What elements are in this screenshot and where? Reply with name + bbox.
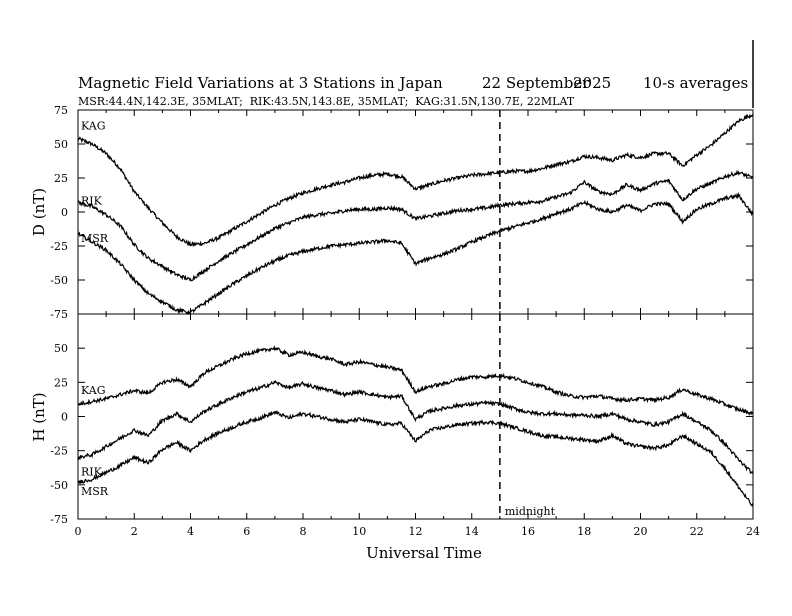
- x-tick-label: 2: [131, 525, 138, 538]
- y-tick-label: -50: [50, 479, 68, 492]
- series-line-d-kag: [77, 113, 754, 248]
- series-line-d-rik: [77, 169, 754, 282]
- x-tick-label: 20: [634, 525, 648, 538]
- y-tick-label: 25: [54, 172, 68, 185]
- x-axis-label: Universal Time: [366, 544, 482, 562]
- x-tick-label: 22: [690, 525, 704, 538]
- d-panel-frame: [77, 109, 754, 315]
- d-axis-label: D (nT): [30, 188, 48, 236]
- series-label-h-msr: MSR: [81, 485, 109, 498]
- stations-line: MSR:44.4N,142.3E, 35MLAT; RIK:43.5N,143.…: [78, 95, 575, 108]
- midnight-label: midnight: [505, 505, 556, 518]
- x-tick-label: 10: [352, 525, 366, 538]
- y-tick-label: -25: [50, 240, 68, 253]
- x-tick-label: 0: [75, 525, 82, 538]
- averaging-label: 10-s averages: [643, 74, 748, 92]
- series-line-d-msr: [77, 191, 754, 316]
- y-tick-label: -75: [50, 513, 68, 526]
- series-label-h-rik: RIK: [81, 466, 103, 479]
- x-tick-label: 16: [521, 525, 535, 538]
- x-tick-label: 14: [465, 525, 479, 538]
- y-tick-label: 50: [54, 342, 68, 355]
- series-label-d-msr: MSR: [81, 232, 109, 245]
- y-tick-label: 50: [54, 138, 68, 151]
- series-label-h-kag: KAG: [81, 384, 106, 397]
- x-tick-label: 12: [409, 525, 423, 538]
- y-tick-label: 0: [61, 206, 68, 219]
- y-tick-label: 75: [54, 104, 68, 117]
- x-tick-label: 8: [300, 525, 307, 538]
- y-tick-label: -50: [50, 274, 68, 287]
- y-tick-label: 0: [61, 411, 68, 424]
- series-line-h-msr: [77, 409, 754, 507]
- series-label-d-kag: KAG: [81, 120, 106, 133]
- x-tick-label: 24: [746, 525, 760, 538]
- x-tick-label: 4: [187, 525, 194, 538]
- y-tick-label: -25: [50, 445, 68, 458]
- series-line-h-rik: [77, 380, 754, 475]
- date-day: 22 September: [482, 74, 590, 92]
- h-axis-label: H (nT): [30, 392, 48, 441]
- series-label-d-rik: RIK: [81, 194, 103, 207]
- x-tick-label: 18: [577, 525, 591, 538]
- x-tick-label: 6: [243, 525, 250, 538]
- y-tick-label: 25: [54, 376, 68, 389]
- series-line-h-kag: [77, 344, 754, 417]
- chart-title: Magnetic Field Variations at 3 Stations …: [78, 74, 443, 92]
- date-year: 2025: [573, 74, 611, 92]
- y-tick-label: -75: [50, 308, 68, 321]
